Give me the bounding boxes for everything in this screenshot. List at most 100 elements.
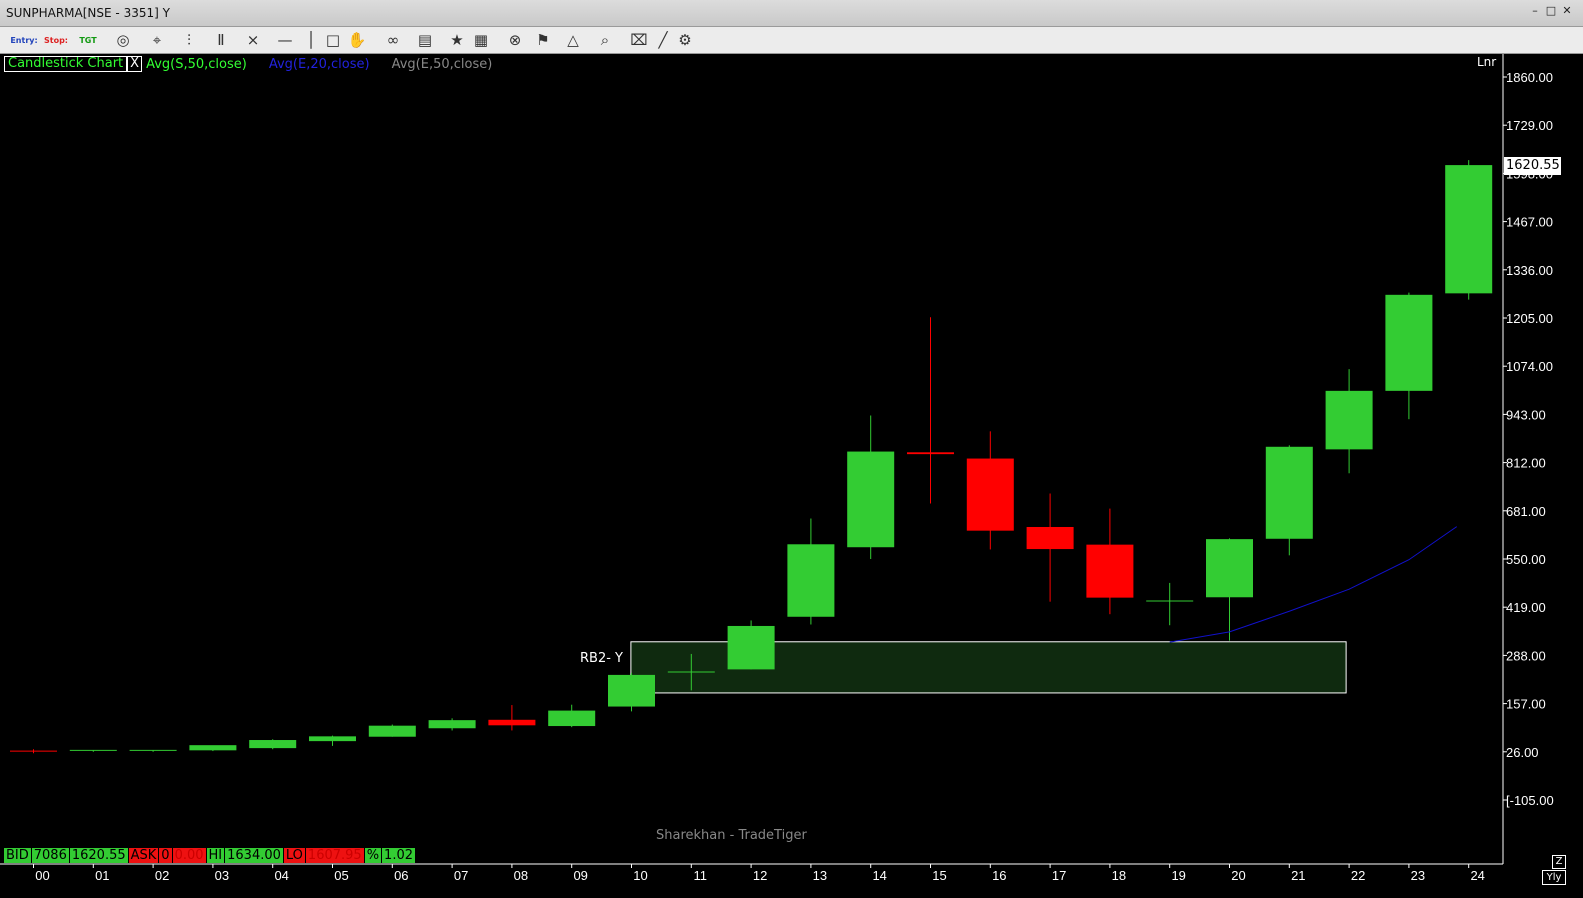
x-tick-label: 19 (1171, 868, 1185, 883)
line-segment-icon[interactable]: — (274, 29, 296, 51)
zoom-reset-button[interactable]: Z (1552, 855, 1566, 869)
chart-type-label[interactable]: Candlestick Chart (4, 56, 127, 72)
candle-body (369, 726, 416, 737)
sma50-legend[interactable]: Avg(S,50,close) (146, 57, 247, 72)
y-tick-label: 681.00 (1506, 504, 1546, 519)
price-chart[interactable]: 1860.001729.001598.001467.001336.001205.… (0, 54, 1583, 898)
ask-qty: 0 (159, 848, 172, 863)
candle-body (1086, 545, 1133, 598)
candle-body (1027, 527, 1074, 549)
x-tick-label: 09 (573, 868, 587, 883)
candle-body (249, 740, 296, 748)
window-title: SUNPHARMA[NSE - 3351] Y (6, 6, 170, 20)
candle-body (907, 452, 954, 454)
y-tick-label: [-105.00 (1506, 793, 1554, 808)
stop-button[interactable]: Stop: (42, 29, 70, 51)
draw-tools-icon[interactable]: ⨯ (242, 29, 264, 51)
y-tick-label: 1860.00 (1506, 70, 1553, 85)
x-tick-label: 07 (454, 868, 468, 883)
pct-value: 1.02 (382, 848, 416, 863)
y-tick-label: 812.00 (1506, 456, 1546, 471)
candle-body (309, 736, 356, 741)
candle-body (429, 720, 476, 728)
bid-qty: 7086 (32, 848, 70, 863)
close-chart-button[interactable]: X (127, 56, 142, 72)
x-tick-label: 21 (1291, 868, 1305, 883)
indicator-icon[interactable]: ▦ (470, 29, 492, 51)
x-tick-label: 08 (514, 868, 528, 883)
delete-icon[interactable]: ⌧ (628, 29, 650, 51)
y-tick-label: 26.00 (1506, 745, 1539, 760)
box-label: RB2- Y (580, 651, 623, 666)
lo-value: 1607.95 (306, 848, 365, 863)
title-bar: SUNPHARMA[NSE - 3351] Y – □ ✕ (0, 0, 1583, 27)
ask-price: 0.00 (173, 848, 207, 863)
bid-price: 1620.55 (70, 848, 129, 863)
y-tick-label: 1467.00 (1506, 215, 1553, 230)
x-tick-label: 10 (633, 868, 647, 883)
x-tick-label: 05 (334, 868, 348, 883)
chart-legend: Candlestick Chart X Avg(S,50,close) Avg(… (4, 56, 492, 72)
hand-tool-icon[interactable]: ✋ (346, 29, 368, 51)
hi-value: 1634.00 (225, 848, 284, 863)
candle-body (847, 452, 894, 548)
period-button[interactable]: Yly (1542, 870, 1566, 885)
candle-body (1385, 295, 1432, 391)
rectangle-icon[interactable]: □ (322, 29, 344, 51)
ema50-legend[interactable]: Avg(E,50,close) (392, 57, 493, 72)
link-icon[interactable]: ∞ (382, 29, 404, 51)
x-tick-label: 23 (1411, 868, 1425, 883)
star-icon[interactable]: ★ (446, 29, 468, 51)
y-tick-label: 1729.00 (1506, 118, 1553, 133)
crosshair-icon[interactable]: ⌖ (146, 29, 168, 51)
x-tick-label: 22 (1351, 868, 1365, 883)
candle-body (1326, 391, 1373, 450)
y-tick-label: 1336.00 (1506, 263, 1553, 278)
candle-body (1445, 165, 1492, 293)
watermark: Sharekhan - TradeTiger (656, 828, 807, 843)
last-price-marker: 1620.55 (1504, 157, 1561, 175)
book-icon[interactable]: ▤ (414, 29, 436, 51)
chart-toolbar: Entry: Stop: TGT ◎ ⌖ ⫶ Ⅱ ⨯ — │ □ ✋ ∞ ▤ ★ ▦ ⊗ ⚑ △ ⌕ ⌧ ╱ ⚙ (0, 27, 1583, 54)
gear-icon[interactable]: ⚙ (674, 29, 696, 51)
x-tick-label: 06 (394, 868, 408, 883)
candle-body (608, 675, 655, 707)
candle-body (548, 711, 595, 726)
settings-circle-icon[interactable]: ◎ (112, 29, 134, 51)
restore-icon[interactable]: □ (1545, 4, 1557, 18)
close-icon[interactable]: ✕ (1561, 4, 1573, 18)
candle-body (728, 626, 775, 669)
y-tick-label: 419.00 (1506, 600, 1546, 615)
alert-bell-icon[interactable]: △ (562, 29, 584, 51)
candle-body (967, 459, 1014, 531)
scanner-icon[interactable]: ⚑ (532, 29, 554, 51)
x-tick-label: 13 (813, 868, 827, 883)
x-tick-label: 24 (1470, 868, 1484, 883)
minimize-icon[interactable]: – (1529, 4, 1541, 18)
hi-label: HI (207, 848, 226, 863)
candles-icon[interactable]: Ⅱ (210, 29, 232, 51)
scale-mode-label[interactable]: Lnr (1477, 55, 1496, 69)
compare-icon[interactable]: ⊗ (504, 29, 526, 51)
ema20-legend[interactable]: Avg(E,20,close) (269, 57, 370, 72)
candle-body (787, 544, 834, 616)
vertical-line-icon[interactable]: │ (300, 29, 322, 51)
ask-label: ASK (129, 848, 160, 863)
pct-label: % (365, 848, 382, 863)
y-tick-label: 1074.00 (1506, 359, 1553, 374)
tgt-button[interactable]: TGT (74, 29, 102, 51)
trendline-icon[interactable]: ╱ (652, 29, 674, 51)
entry-button[interactable]: Entry: (10, 29, 38, 51)
x-tick-label: 16 (992, 868, 1006, 883)
candle-body (1206, 539, 1253, 597)
x-tick-label: 04 (274, 868, 288, 883)
bid-label: BID (4, 848, 32, 863)
candle-body (1266, 447, 1313, 539)
x-tick-label: 01 (95, 868, 109, 883)
y-tick-label: 550.00 (1506, 552, 1546, 567)
y-tick-label: 943.00 (1506, 407, 1546, 422)
chart-type-icon[interactable]: ⫶ (178, 29, 200, 51)
lo-label: LO (284, 848, 306, 863)
zoom-icon[interactable]: ⌕ (594, 29, 616, 51)
x-tick-label: 00 (35, 868, 49, 883)
